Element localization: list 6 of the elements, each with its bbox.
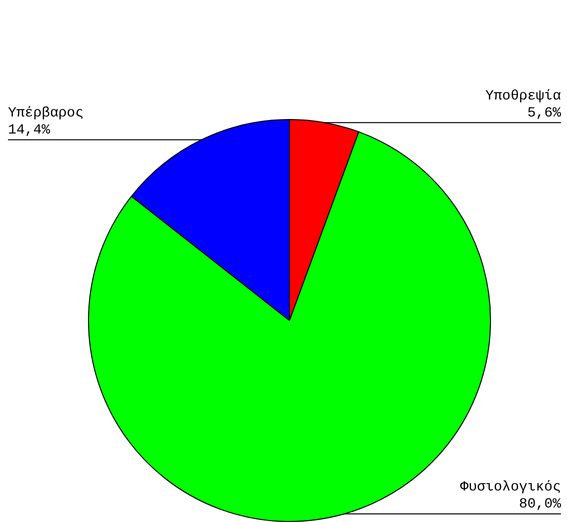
data-label: 5,6% xyxy=(527,105,562,122)
data-label: 80,0% xyxy=(518,496,562,513)
slice-label: Φυσιολογικός xyxy=(460,480,561,496)
slice-label: Υποθρεψία xyxy=(485,88,561,104)
slice-label: Υπέρβαρος xyxy=(8,105,84,122)
data-label: 14,4% xyxy=(8,122,51,138)
